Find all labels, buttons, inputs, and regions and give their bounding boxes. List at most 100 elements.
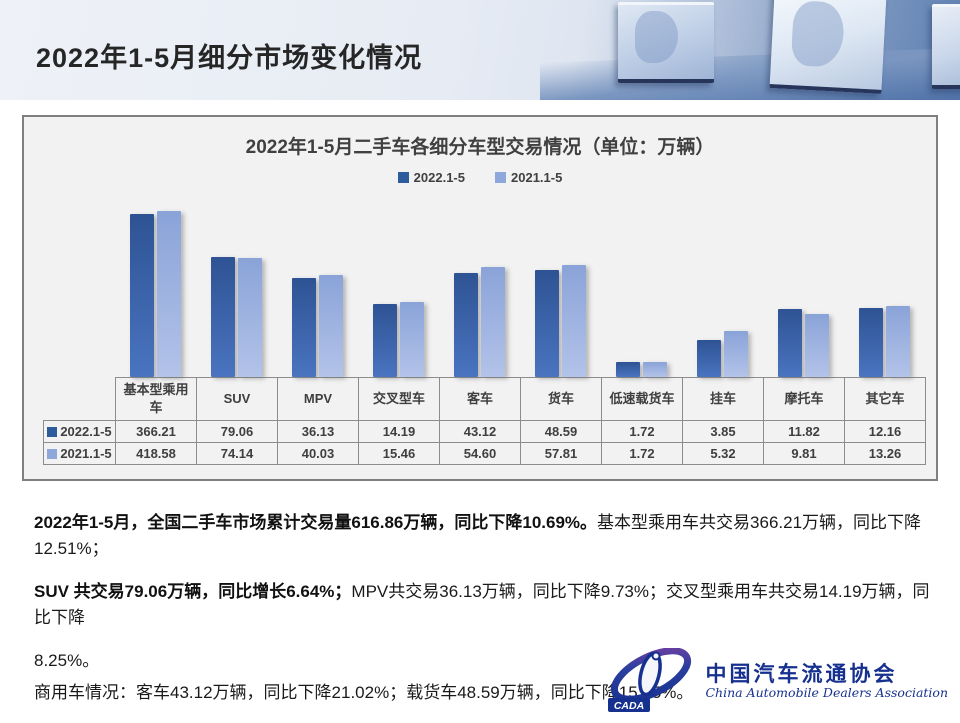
summary-line-4: 商用车情况：客车43.12万辆，同比下降21.02%；载货车48.59万辆，同比…: [34, 683, 694, 702]
bar-2021.1-5-货车: [562, 265, 586, 377]
table-header-挂车: 挂车: [682, 377, 764, 421]
bar-group-摩托车: [763, 185, 844, 377]
table-value-2021.1-5-客车: 54.60: [439, 442, 521, 465]
table-value-2022.1-5-其它车: 12.16: [844, 420, 926, 443]
summary-line-1: 2022年1-5月，全国二手车市场累计交易量616.86万辆，同比下降10.69…: [34, 510, 936, 562]
bar-2021.1-5-摩托车: [805, 314, 829, 377]
bar-group-SUV: [196, 185, 277, 377]
summary-text: 2022年1-5月，全国二手车市场累计交易量616.86万辆，同比下降10.69…: [34, 510, 936, 723]
bar-2021.1-5-基本型乘用车: [157, 210, 181, 377]
bar-2021.1-5-低速载货车: [643, 362, 667, 377]
table-row-label-2021.1-5: 2021.1-5: [43, 442, 116, 465]
table-corner-cell: [44, 378, 116, 421]
table-value-2022.1-5-摩托车: 11.82: [763, 420, 845, 443]
bar-2022.1-5-货车: [535, 269, 559, 377]
table-value-2021.1-5-低速载货车: 1.72: [601, 442, 683, 465]
table-value-2021.1-5-其它车: 13.26: [844, 442, 926, 465]
bar-2022.1-5-交叉型车: [373, 303, 397, 377]
table-value-2022.1-5-低速载货车: 1.72: [601, 420, 683, 443]
chart-panel: 2022年1-5月二手车各细分车型交易情况（单位：万辆） 2022.1-5 202…: [22, 115, 938, 481]
logo-name-cn: 中国汽车流通协会: [705, 661, 898, 686]
page-title: 2022年1-5月细分市场变化情况: [36, 43, 423, 73]
cube-graphic-2: [769, 0, 887, 94]
table-header-货车: 货车: [520, 377, 602, 421]
table-value-2022.1-5-基本型乘用车: 366.21: [115, 420, 197, 443]
summary-line-1-bold: 2022年1-5月，全国二手车市场累计交易量616.86万辆，同比下降10.69…: [34, 513, 598, 532]
bar-2022.1-5-MPV: [292, 278, 316, 377]
chart-table-area: 基本型乘用车 SUV MPV 交叉型车 客车 货车 低速载货车 挂车 摩托车 其它车 2022.1-…: [43, 185, 926, 465]
bar-2022.1-5-SUV: [211, 256, 235, 377]
table-value-2021.1-5-SUV: 74.14: [196, 442, 278, 465]
table-value-2021.1-5-MPV: 40.03: [277, 442, 359, 465]
table-row-2021.1-5: 2021.1-5 418.58 74.14 40.03 15.46 54.60 57.81 1…: [43, 442, 926, 465]
table-header-交叉型车: 交叉型车: [358, 377, 440, 421]
table-value-2021.1-5-基本型乘用车: 418.58: [115, 442, 197, 465]
bar-group-货车: [520, 185, 601, 377]
row-label-swatch: [47, 427, 58, 437]
summary-line-3: 8.25%。: [34, 651, 100, 670]
legend-swatch: [397, 171, 409, 183]
bar-2022.1-5-挂车: [697, 339, 721, 377]
legend-label: 2022.1-5: [413, 169, 465, 185]
table-value-2022.1-5-客车: 43.12: [439, 420, 521, 443]
table-header-基本型乘用车: 基本型乘用车: [115, 377, 197, 421]
bar-group-其它车: [844, 185, 925, 377]
summary-line-2-bold: SUV 共交易79.06万辆，同比增长6.64%；: [34, 582, 352, 601]
table-value-2022.1-5-MPV: 36.13: [277, 420, 359, 443]
table-value-2022.1-5-SUV: 79.06: [196, 420, 278, 443]
table-header-摩托车: 摩托车: [763, 377, 845, 421]
cada-emblem-icon: CADA: [608, 648, 692, 712]
logo-text: 中国汽车流通协会 China Automobile Dealers Associ…: [705, 662, 948, 701]
slide-header: 2022年1-5月细分市场变化情况: [0, 0, 960, 100]
world-map-texture: [790, 0, 845, 68]
bar-2021.1-5-MPV: [319, 275, 343, 377]
chart-data-table: 基本型乘用车 SUV MPV 交叉型车 客车 货车 低速载货车 挂车 摩托车 其它车 2022.1-…: [43, 377, 926, 465]
bar-group-MPV: [277, 185, 358, 377]
table-value-2022.1-5-交叉型车: 14.19: [358, 420, 440, 443]
bar-group-低速载货车: [601, 185, 682, 377]
bar-plot: [115, 185, 925, 377]
bar-2022.1-5-基本型乘用车: [130, 214, 154, 377]
world-map-texture: [635, 10, 679, 63]
header-decoration-floor: [540, 48, 960, 100]
legend-item-2021.1-5: 2021.1-5: [495, 169, 562, 185]
summary-line-2-rest: MPV共交易36.13万辆，同比下降9.73%；交叉型乘用车共交易14.19万辆…: [34, 582, 930, 627]
table-header-低速载货车: 低速载货车: [601, 377, 683, 421]
bar-2022.1-5-摩托车: [778, 308, 802, 377]
bar-group-客车: [439, 185, 520, 377]
table-header-客车: 客车: [439, 377, 521, 421]
logo-name-en: China Automobile Dealers Association: [705, 684, 948, 700]
table-value-2022.1-5-挂车: 3.85: [682, 420, 764, 443]
chart-legend: 2022.1-5 2021.1-5: [24, 169, 936, 185]
legend-label: 2021.1-5: [511, 169, 563, 185]
summary-line-1-rest: 基本型乘用车共交易366.21万辆，同比下降12.51%；: [34, 513, 922, 558]
table-value-2021.1-5-交叉型车: 15.46: [358, 442, 440, 465]
bar-2021.1-5-客车: [481, 266, 505, 377]
bar-2021.1-5-SUV: [238, 258, 262, 377]
svg-text:CADA: CADA: [614, 700, 644, 712]
table-value-2021.1-5-挂车: 5.32: [682, 442, 764, 465]
legend-item-2022.1-5: 2022.1-5: [397, 169, 465, 185]
table-header-其它车: 其它车: [844, 377, 926, 421]
table-header-SUV: SUV: [196, 377, 278, 421]
bar-group-挂车: [682, 185, 763, 377]
table-value-2021.1-5-摩托车: 9.81: [763, 442, 845, 465]
table-value-2022.1-5-货车: 48.59: [520, 420, 602, 443]
table-row-2022.1-5: 2022.1-5 366.21 79.06 36.13 14.19 43.12 48.59 1…: [43, 420, 926, 443]
row-label-swatch: [47, 449, 58, 459]
bar-2021.1-5-交叉型车: [400, 301, 424, 377]
chart-title: 2022年1-5月二手车各细分车型交易情况（单位：万辆）: [245, 137, 715, 158]
bar-group-交叉型车: [358, 185, 439, 377]
table-header-MPV: MPV: [277, 377, 359, 421]
cube-graphic-3: [932, 4, 960, 89]
bar-2021.1-5-挂车: [724, 330, 748, 377]
cube-graphic-1: [618, 2, 714, 83]
bar-group-基本型乘用车: [115, 185, 196, 377]
summary-line-2: SUV 共交易79.06万辆，同比增长6.64%；MPV共交易36.13万辆，同…: [34, 579, 936, 631]
bar-2022.1-5-其它车: [859, 308, 883, 377]
bar-2021.1-5-其它车: [886, 305, 910, 377]
legend-swatch: [495, 171, 506, 183]
cada-logo: CADA 中国汽车流通协会 China Automobile Dealers A…: [603, 648, 948, 714]
bar-2022.1-5-低速载货车: [616, 362, 640, 377]
bar-2022.1-5-客车: [454, 273, 478, 377]
